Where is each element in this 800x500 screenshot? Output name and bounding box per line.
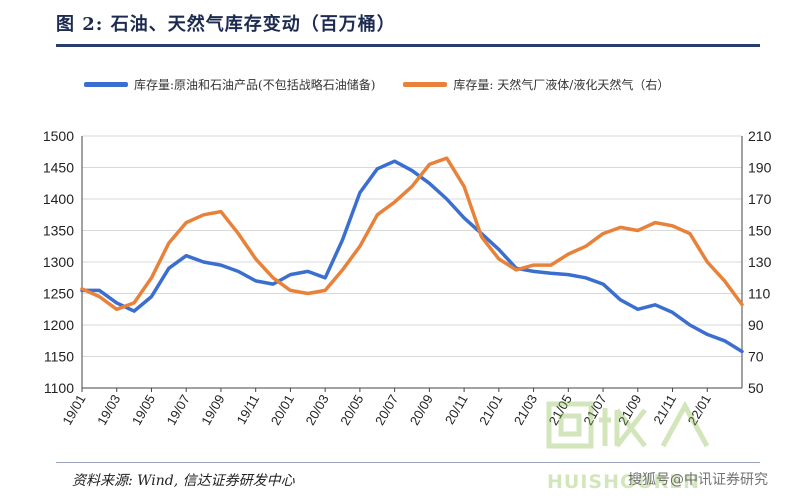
y-right-tick-label: 50 xyxy=(748,380,764,396)
y-left-tick-label: 1100 xyxy=(44,380,74,396)
x-tick-label: 19/01 xyxy=(59,392,88,428)
y-right-tick-label: 130 xyxy=(748,254,772,270)
x-tick-label: 19/11 xyxy=(234,392,263,427)
watermark-logo-text: HUISHOUREN xyxy=(547,471,700,493)
x-tick-label: 19/07 xyxy=(164,392,193,428)
chart-legend: 库存量:原油和石油产品(不包括战略石油储备) 库存量: 天然气厂液体/液化天然气… xyxy=(84,76,669,93)
x-tick-label: 21/01 xyxy=(476,392,505,428)
x-tick-label: 20/11 xyxy=(442,392,471,427)
y-right-tick-label: 190 xyxy=(748,160,772,176)
x-tick-label: 20/03 xyxy=(302,392,331,428)
y-left-tick-label: 1450 xyxy=(43,160,74,176)
legend-item-left-series: 库存量:原油和石油产品(不包括战略石油储备) xyxy=(84,76,375,93)
x-tick-label: 19/05 xyxy=(129,392,158,428)
y-right-tick-label: 210 xyxy=(748,128,772,144)
legend-item-right-series: 库存量: 天然气厂液体/液化天然气（右） xyxy=(403,76,669,93)
figure-title: 图 2: 石油、天然气库存变动（百万桶） xyxy=(56,14,396,35)
y-left-tick-label: 1400 xyxy=(43,191,74,207)
x-tick-label: 21/03 xyxy=(511,392,540,428)
x-tick-label: 20/09 xyxy=(407,392,436,428)
figure-header: 图 2: 石油、天然气库存变动（百万桶） xyxy=(56,8,396,38)
legend-label-left: 库存量:原油和石油产品(不包括战略石油储备) xyxy=(134,78,376,92)
legend-swatch-right xyxy=(403,82,448,87)
x-tick-label: 20/07 xyxy=(372,392,401,428)
watermark-text: 搜狐号@中讯证券研究 xyxy=(628,472,768,488)
legend-label-right: 库存量: 天然气厂液体/液化天然气（右） xyxy=(453,78,670,92)
y-right-tick-label: 150 xyxy=(748,223,772,239)
watermark-logo: HUISHOUREN xyxy=(546,400,710,493)
header-rule xyxy=(56,44,760,47)
series-line-crude-oil xyxy=(80,159,744,354)
y-right-tick-label: 90 xyxy=(748,317,764,333)
x-tick-label: 20/01 xyxy=(268,392,297,428)
footer-rule xyxy=(56,462,760,463)
x-tick-label: 20/05 xyxy=(337,392,366,428)
y-left-tick-label: 1150 xyxy=(44,349,74,365)
x-tick-label: 19/03 xyxy=(94,392,123,428)
legend-swatch-left xyxy=(84,82,128,87)
source-note: 资料来源: Wind, 信达证券研发中心 xyxy=(72,473,295,489)
y-right-tick-label: 110 xyxy=(748,286,771,302)
y-left-tick-label: 1350 xyxy=(43,223,74,239)
y-right-tick-label: 170 xyxy=(748,191,772,207)
y-left-tick-label: 1250 xyxy=(43,286,74,302)
y-left-tick-label: 1300 xyxy=(43,254,74,270)
y-left-tick-label: 1500 xyxy=(43,128,74,144)
series-line-lng xyxy=(80,156,744,312)
x-tick-label: 19/09 xyxy=(198,392,227,428)
y-left-tick-label: 1200 xyxy=(43,317,74,333)
y-right-tick-label: 70 xyxy=(748,349,764,365)
